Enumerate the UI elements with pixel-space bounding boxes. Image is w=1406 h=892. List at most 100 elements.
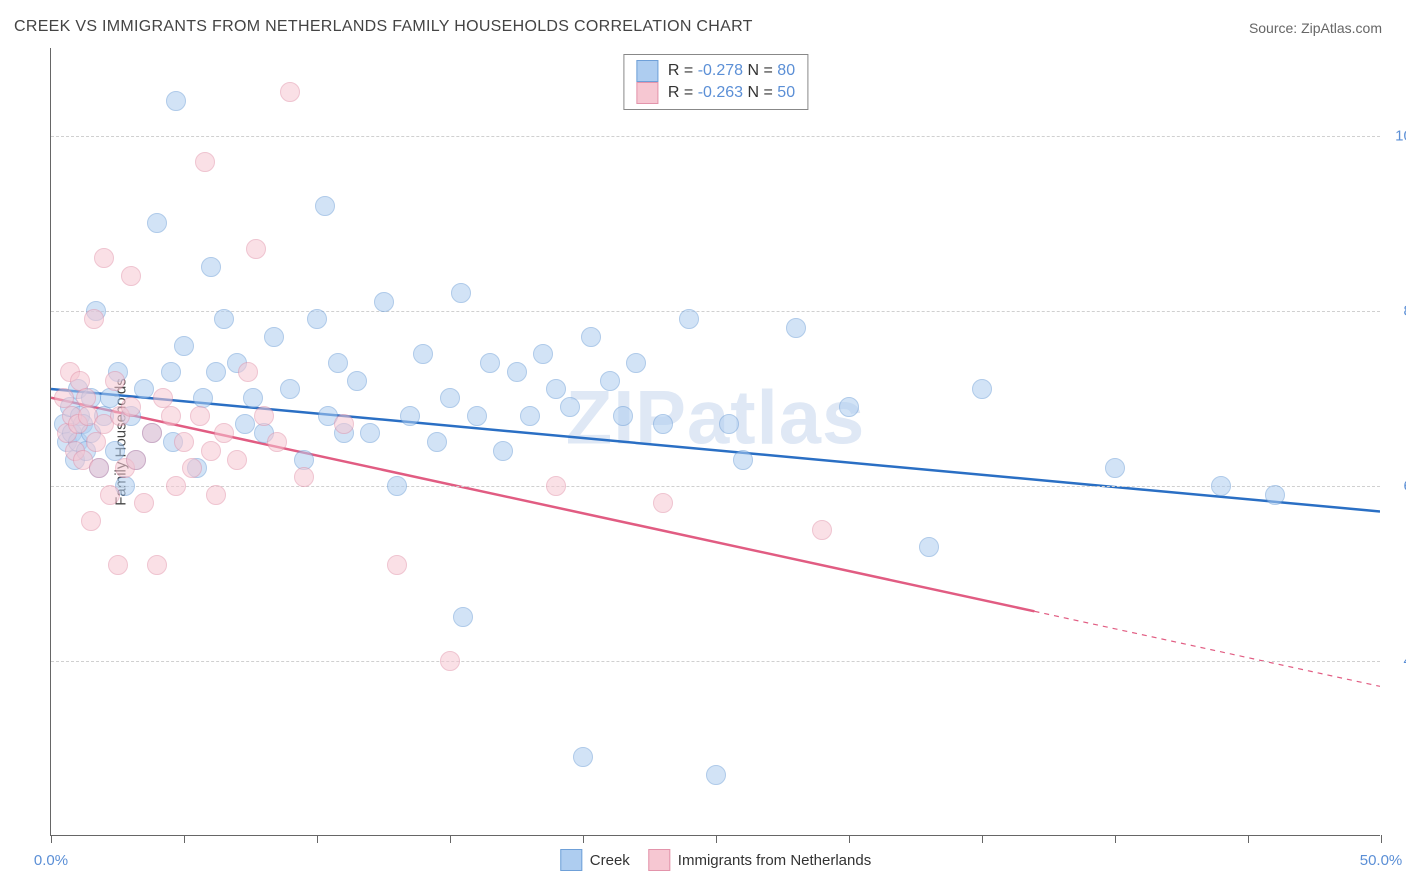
- gridline-h: [51, 661, 1380, 662]
- scatter-point: [174, 432, 194, 452]
- scatter-point: [493, 441, 513, 461]
- legend-label: Immigrants from Netherlands: [678, 852, 871, 869]
- scatter-point: [81, 511, 101, 531]
- scatter-point: [706, 765, 726, 785]
- scatter-point: [360, 423, 380, 443]
- scatter-point: [100, 485, 120, 505]
- x-tick: [184, 835, 185, 843]
- scatter-point: [972, 379, 992, 399]
- gridline-h: [51, 486, 1380, 487]
- scatter-point: [89, 458, 109, 478]
- legend-swatch: [648, 849, 670, 871]
- legend-item: Immigrants from Netherlands: [648, 849, 871, 871]
- scatter-point: [679, 309, 699, 329]
- scatter-point: [108, 555, 128, 575]
- scatter-point: [315, 196, 335, 216]
- scatter-point: [546, 379, 566, 399]
- legend-label: Creek: [590, 852, 630, 869]
- x-tick: [1248, 835, 1249, 843]
- scatter-point: [94, 248, 114, 268]
- scatter-point: [467, 406, 487, 426]
- scatter-point: [147, 213, 167, 233]
- scatter-point: [201, 441, 221, 461]
- scatter-point: [280, 82, 300, 102]
- scatter-point: [533, 344, 553, 364]
- scatter-point: [264, 327, 284, 347]
- scatter-point: [839, 397, 859, 417]
- plot-area: Family Households ZIPatlas R = -0.278 N …: [50, 48, 1380, 836]
- x-tick: [317, 835, 318, 843]
- scatter-point: [374, 292, 394, 312]
- x-tick-label: 50.0%: [1360, 852, 1403, 869]
- source-name[interactable]: ZipAtlas.com: [1301, 20, 1382, 36]
- scatter-point: [440, 651, 460, 671]
- scatter-point: [919, 537, 939, 557]
- scatter-point: [1265, 485, 1285, 505]
- correlation-legend: R = -0.278 N = 80R = -0.263 N = 50: [623, 54, 808, 110]
- x-tick-label: 0.0%: [34, 852, 68, 869]
- scatter-point: [142, 423, 162, 443]
- scatter-point: [453, 607, 473, 627]
- legend-swatch: [636, 82, 658, 104]
- scatter-point: [121, 266, 141, 286]
- trend-line: [51, 398, 1034, 612]
- x-tick: [450, 835, 451, 843]
- scatter-point: [507, 362, 527, 382]
- y-tick-label: 40.0%: [1386, 652, 1406, 669]
- scatter-point: [400, 406, 420, 426]
- scatter-point: [347, 371, 367, 391]
- scatter-point: [214, 309, 234, 329]
- scatter-point: [134, 493, 154, 513]
- scatter-point: [214, 423, 234, 443]
- legend-stats: R = -0.278 N = 80: [668, 60, 795, 82]
- x-tick: [583, 835, 584, 843]
- scatter-point: [254, 406, 274, 426]
- scatter-point: [294, 467, 314, 487]
- scatter-point: [387, 476, 407, 496]
- scatter-point: [520, 406, 540, 426]
- scatter-point: [653, 414, 673, 434]
- chart-container: CREEK VS IMMIGRANTS FROM NETHERLANDS FAM…: [0, 0, 1406, 892]
- x-tick: [1115, 835, 1116, 843]
- scatter-point: [1211, 476, 1231, 496]
- scatter-point: [307, 309, 327, 329]
- scatter-point: [334, 414, 354, 434]
- trend-line-dashed: [1034, 611, 1380, 686]
- scatter-point: [626, 353, 646, 373]
- scatter-point: [328, 353, 348, 373]
- scatter-point: [451, 283, 471, 303]
- legend-item: Creek: [560, 849, 630, 871]
- scatter-point: [235, 414, 255, 434]
- scatter-point: [581, 327, 601, 347]
- scatter-point: [560, 397, 580, 417]
- scatter-point: [86, 432, 106, 452]
- scatter-point: [413, 344, 433, 364]
- x-tick: [1381, 835, 1382, 843]
- scatter-point: [1105, 458, 1125, 478]
- y-tick-label: 100.0%: [1386, 127, 1406, 144]
- x-tick: [51, 835, 52, 843]
- gridline-h: [51, 311, 1380, 312]
- scatter-point: [546, 476, 566, 496]
- legend-row: R = -0.278 N = 80: [636, 60, 795, 82]
- gridline-h: [51, 136, 1380, 137]
- scatter-point: [166, 476, 186, 496]
- scatter-point: [387, 555, 407, 575]
- trend-lines: [51, 48, 1380, 835]
- scatter-point: [190, 406, 210, 426]
- scatter-point: [166, 91, 186, 111]
- scatter-point: [280, 379, 300, 399]
- scatter-point: [84, 309, 104, 329]
- chart-source: Source: ZipAtlas.com: [1249, 20, 1382, 36]
- legend-stats: R = -0.263 N = 50: [668, 82, 795, 104]
- scatter-point: [427, 432, 447, 452]
- source-label: Source:: [1249, 20, 1301, 36]
- scatter-point: [105, 371, 125, 391]
- x-tick: [849, 835, 850, 843]
- scatter-point: [147, 555, 167, 575]
- scatter-point: [786, 318, 806, 338]
- chart-title: CREEK VS IMMIGRANTS FROM NETHERLANDS FAM…: [14, 18, 753, 36]
- scatter-point: [733, 450, 753, 470]
- legend-swatch: [560, 849, 582, 871]
- scatter-point: [201, 257, 221, 277]
